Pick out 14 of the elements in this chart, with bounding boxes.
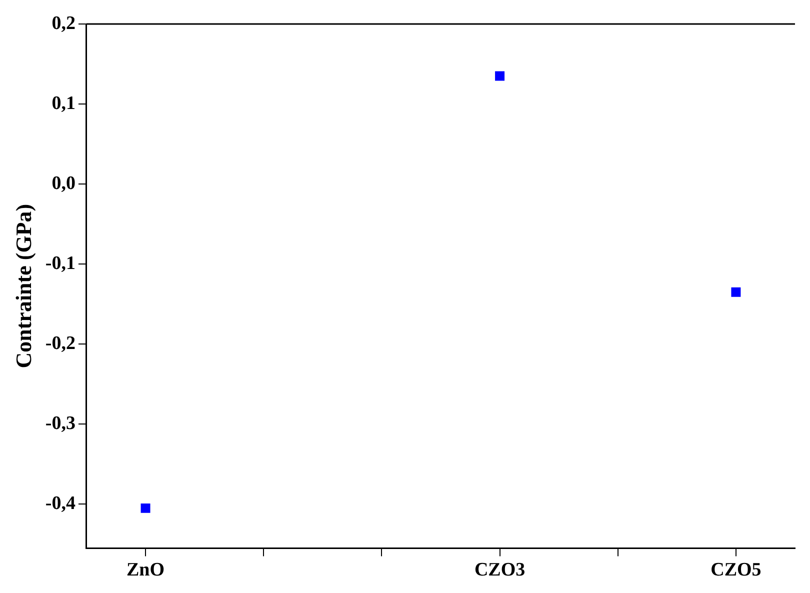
point [731,287,741,297]
x-tick-label: CZO3 [474,560,526,581]
y-axis-title: Contrainte (GPa) [10,204,36,368]
y-tick-label: -0,4 [45,493,76,514]
point [140,503,150,513]
y-tick-label: 0,1 [52,92,76,114]
point [495,71,505,81]
x-tick-label: CZO5 [710,560,762,581]
y-tick-label: -0,3 [45,413,76,434]
y-tick-label: 0,0 [52,172,76,194]
x-tick-label: ZnO [126,560,165,581]
y-tick-label: 0,2 [52,12,76,34]
y-tick-label: -0,1 [45,253,76,274]
y-tick-label: -0,2 [45,333,76,354]
